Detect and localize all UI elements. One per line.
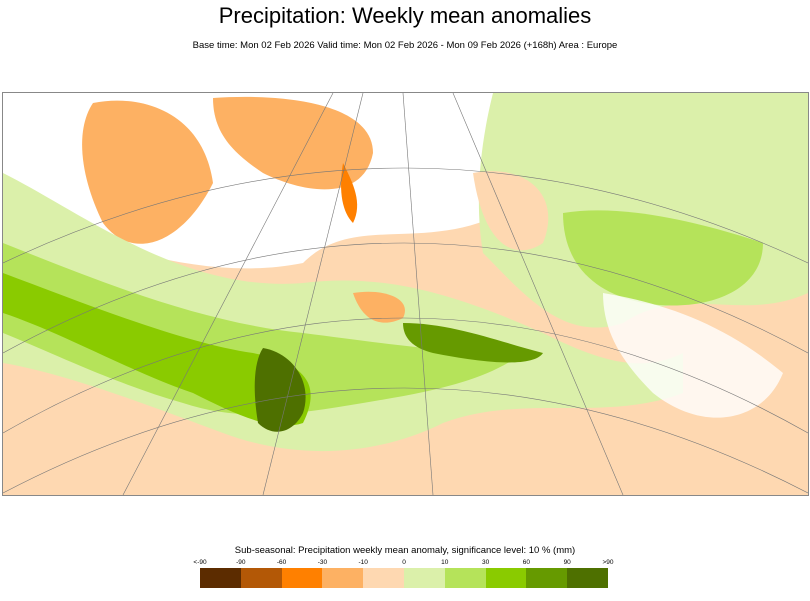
legend-swatch xyxy=(403,568,445,588)
anomaly-region-norway-dry xyxy=(341,163,358,223)
precipitation-anomaly-map xyxy=(2,92,809,496)
legend-swatch xyxy=(363,568,404,588)
anomaly-region-russia-wet xyxy=(563,210,763,306)
legend-tick-label: -90 xyxy=(236,559,246,566)
legend-swatch xyxy=(322,568,364,588)
anomaly-region-greenland-dry xyxy=(82,100,213,244)
legend-tick-label: >90 xyxy=(602,559,614,566)
legend-tick-label: 10 xyxy=(441,559,449,566)
legend-tick-label: 0 xyxy=(402,559,406,566)
anomaly-region-france-dry xyxy=(353,291,405,323)
legend-swatch xyxy=(444,568,486,588)
legend-tick-label: 30 xyxy=(481,559,490,566)
anomaly-region-iberia-very-wet xyxy=(254,348,306,432)
legend-tick-label: 60 xyxy=(522,559,531,566)
anomaly-region-iceland-dry xyxy=(213,96,373,190)
legend-title: Sub-seasonal: Precipitation weekly mean … xyxy=(234,545,576,556)
legend-swatch xyxy=(240,568,282,588)
anomaly-region-atlantic-wet-2 xyxy=(3,243,523,415)
anomaly-region-atlantic-wet-3 xyxy=(3,273,311,426)
legend-tick-label: <-90 xyxy=(193,559,207,566)
legend-swatch xyxy=(567,568,608,588)
legend-swatch xyxy=(526,568,568,588)
color-legend xyxy=(200,568,608,588)
graticule xyxy=(3,93,808,495)
legend-swatch xyxy=(485,568,527,588)
anomaly-region-balkans-wet xyxy=(403,323,543,363)
legend-swatch xyxy=(200,568,241,588)
page-title: Precipitation: Weekly mean anomalies xyxy=(218,3,592,28)
legend-tick-label: -60 xyxy=(276,559,287,566)
anomaly-region-mideast-white xyxy=(603,293,783,418)
legend-tick-label: -30 xyxy=(317,559,328,566)
subtitle: Base time: Mon 02 Feb 2026 Valid time: M… xyxy=(192,40,618,51)
legend-swatch xyxy=(281,568,323,588)
anomaly-region-scandinavia-dry xyxy=(473,171,549,251)
legend-tick-label: -10 xyxy=(358,559,368,566)
anomaly-region-africa-dry xyxy=(3,373,253,495)
legend-tick-label: 90 xyxy=(563,559,571,566)
